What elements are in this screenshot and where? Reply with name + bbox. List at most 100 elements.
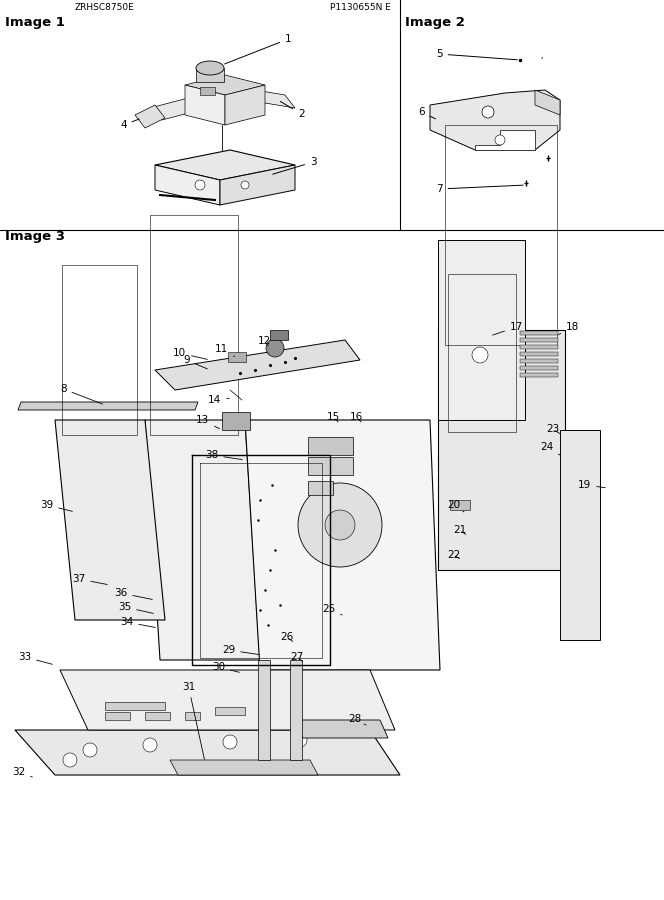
Polygon shape: [18, 402, 198, 410]
Text: 19: 19: [578, 480, 606, 490]
Text: 9: 9: [183, 355, 207, 369]
Text: 15: 15: [327, 412, 340, 422]
Circle shape: [63, 753, 77, 767]
Polygon shape: [225, 85, 265, 125]
Polygon shape: [155, 165, 220, 205]
Polygon shape: [295, 720, 388, 738]
Text: 16: 16: [350, 412, 363, 422]
Polygon shape: [290, 660, 302, 760]
Circle shape: [241, 181, 249, 189]
Text: 35: 35: [118, 602, 153, 614]
Text: 38: 38: [205, 450, 242, 460]
Text: Image 2: Image 2: [405, 16, 465, 29]
Text: 36: 36: [114, 588, 152, 599]
Text: 26: 26: [280, 632, 293, 642]
Text: 17: 17: [493, 322, 523, 335]
Text: 18: 18: [558, 322, 579, 335]
Polygon shape: [155, 340, 360, 390]
Text: 23: 23: [546, 424, 560, 434]
Bar: [308, 437, 353, 455]
Bar: [200, 87, 215, 95]
Text: 22: 22: [447, 550, 460, 560]
Text: 12: 12: [258, 336, 272, 346]
Polygon shape: [196, 68, 224, 82]
Polygon shape: [55, 420, 165, 620]
Polygon shape: [170, 760, 318, 775]
Bar: [520, 345, 558, 349]
Text: 34: 34: [120, 617, 155, 627]
Text: 33: 33: [18, 652, 52, 664]
Polygon shape: [535, 90, 560, 115]
Text: ZRHSC8750E: ZRHSC8750E: [75, 3, 135, 12]
Bar: [520, 366, 558, 370]
Bar: [228, 352, 246, 362]
Text: 30: 30: [212, 662, 239, 672]
Circle shape: [266, 339, 284, 357]
Text: 37: 37: [72, 574, 108, 584]
Polygon shape: [220, 165, 295, 205]
Text: P1130655N E: P1130655N E: [330, 3, 391, 12]
Text: Image 3: Image 3: [5, 230, 65, 243]
Bar: [270, 330, 288, 340]
Bar: [520, 338, 558, 342]
Polygon shape: [185, 85, 225, 125]
Bar: [145, 712, 170, 720]
Text: 11: 11: [215, 344, 234, 356]
Circle shape: [143, 738, 157, 752]
Polygon shape: [475, 130, 535, 150]
Text: 28: 28: [348, 714, 366, 725]
Bar: [448, 274, 516, 432]
Polygon shape: [255, 90, 295, 108]
Circle shape: [472, 347, 488, 363]
Polygon shape: [155, 150, 295, 180]
Text: 24: 24: [540, 442, 560, 455]
Polygon shape: [185, 75, 265, 95]
Text: 5: 5: [436, 49, 517, 59]
Text: 10: 10: [173, 348, 207, 359]
Polygon shape: [145, 420, 260, 660]
Text: 13: 13: [196, 415, 220, 428]
Circle shape: [223, 735, 237, 749]
Bar: [105, 702, 165, 710]
Text: 32: 32: [12, 767, 33, 777]
Bar: [520, 359, 558, 363]
Circle shape: [298, 483, 382, 567]
Circle shape: [482, 106, 494, 118]
Text: 6: 6: [418, 107, 436, 119]
Text: 8: 8: [60, 384, 102, 404]
Text: 3: 3: [273, 157, 317, 175]
Polygon shape: [245, 420, 440, 670]
Polygon shape: [135, 105, 165, 128]
Circle shape: [83, 743, 97, 757]
Text: Image 1: Image 1: [5, 16, 65, 29]
Text: 39: 39: [40, 500, 72, 511]
Polygon shape: [60, 670, 395, 730]
Text: 4: 4: [120, 119, 139, 130]
Bar: [520, 373, 558, 377]
Bar: [185, 712, 200, 720]
Polygon shape: [430, 90, 560, 150]
Bar: [308, 457, 353, 475]
Bar: [215, 707, 245, 715]
Bar: [520, 331, 558, 335]
Bar: [450, 500, 470, 510]
Bar: [150, 215, 238, 435]
Text: 27: 27: [290, 652, 303, 662]
Text: 21: 21: [453, 525, 466, 535]
Polygon shape: [150, 98, 200, 120]
Text: 2: 2: [280, 102, 305, 119]
Text: 25: 25: [322, 604, 342, 615]
Circle shape: [325, 510, 355, 540]
Text: 29: 29: [222, 645, 259, 655]
Bar: [105, 712, 130, 720]
Text: 1: 1: [224, 34, 291, 64]
Circle shape: [495, 135, 505, 145]
Text: ': ': [540, 57, 542, 66]
Polygon shape: [258, 660, 270, 760]
Polygon shape: [15, 730, 400, 775]
Bar: [308, 481, 333, 495]
Bar: [62, 265, 137, 435]
Text: 31: 31: [182, 682, 205, 760]
Polygon shape: [438, 330, 565, 570]
Bar: [222, 412, 250, 430]
